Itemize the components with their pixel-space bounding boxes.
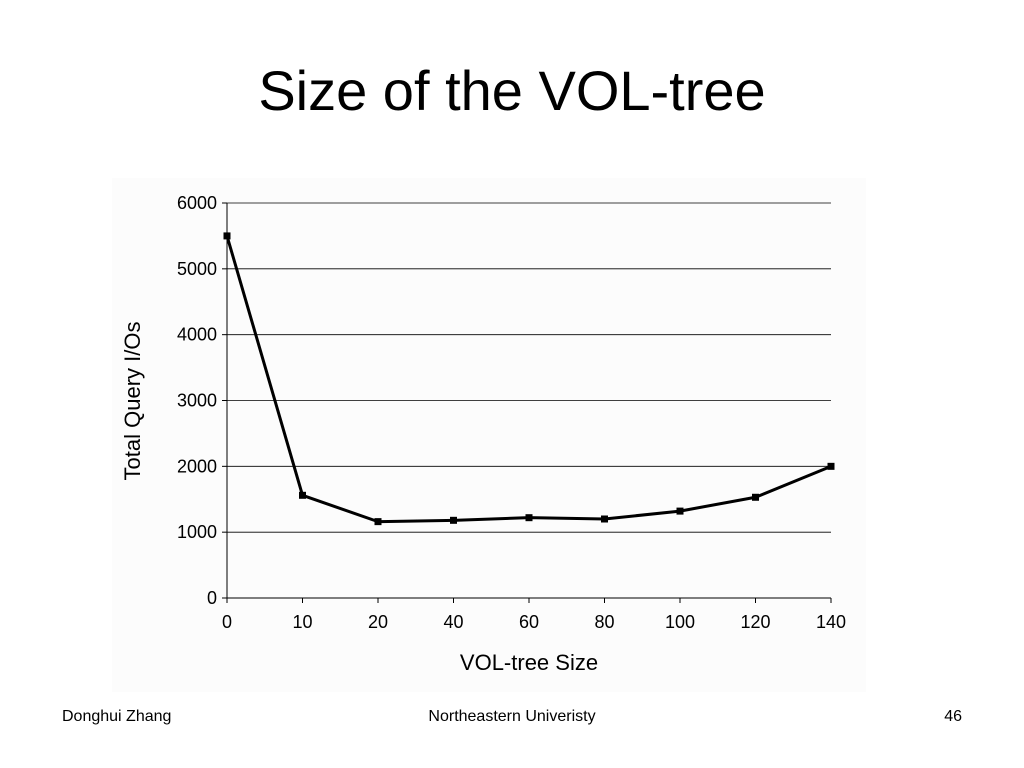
y-tick-label: 3000 — [177, 391, 217, 411]
y-tick-label: 1000 — [177, 522, 217, 542]
x-tick-label: 80 — [594, 612, 614, 632]
y-axis-title: Total Query I/Os — [120, 322, 145, 481]
x-tick-label: 140 — [816, 612, 846, 632]
x-tick-label: 100 — [665, 612, 695, 632]
x-tick-labels: 0 10 20 40 60 80 100 120 140 — [222, 612, 846, 632]
x-tick-label: 40 — [443, 612, 463, 632]
x-tick-label: 120 — [740, 612, 770, 632]
gridlines — [227, 202, 831, 533]
data-point — [299, 491, 306, 499]
footer-institution: Northeastern Univeristy — [428, 708, 596, 725]
line-chart: 0 1000 2000 3000 4000 5000 6000 0 10 20 40 60 80 100… — [120, 193, 846, 675]
x-tick-label: 60 — [519, 612, 539, 632]
data-point — [374, 518, 382, 526]
data-point — [525, 514, 533, 522]
slide-title: Size of the VOL-tree — [258, 59, 766, 122]
y-tick-label: 4000 — [177, 325, 217, 345]
x-tick-label: 10 — [292, 612, 312, 632]
data-series — [223, 232, 835, 526]
data-point — [752, 493, 759, 501]
data-point — [601, 515, 608, 523]
y-tick-label: 2000 — [177, 456, 217, 476]
y-tick-label: 0 — [207, 588, 217, 608]
y-tick-labels: 0 1000 2000 3000 4000 5000 6000 — [177, 193, 217, 608]
x-axis-title: VOL-tree Size — [460, 650, 598, 675]
data-point — [676, 507, 684, 515]
x-tick-label: 0 — [222, 612, 232, 632]
series-line — [225, 235, 832, 524]
data-point — [450, 516, 457, 524]
page-number: 46 — [944, 708, 962, 725]
y-tick-label: 6000 — [177, 193, 217, 213]
footer-author: Donghui Zhang — [62, 708, 172, 725]
axes — [222, 202, 832, 603]
chart-area: 0 1000 2000 3000 4000 5000 6000 0 10 20 40 60 80 100… — [112, 178, 866, 692]
x-tick-label: 20 — [368, 612, 388, 632]
data-point — [827, 462, 835, 470]
y-tick-label: 5000 — [177, 259, 217, 279]
data-point — [223, 232, 231, 240]
